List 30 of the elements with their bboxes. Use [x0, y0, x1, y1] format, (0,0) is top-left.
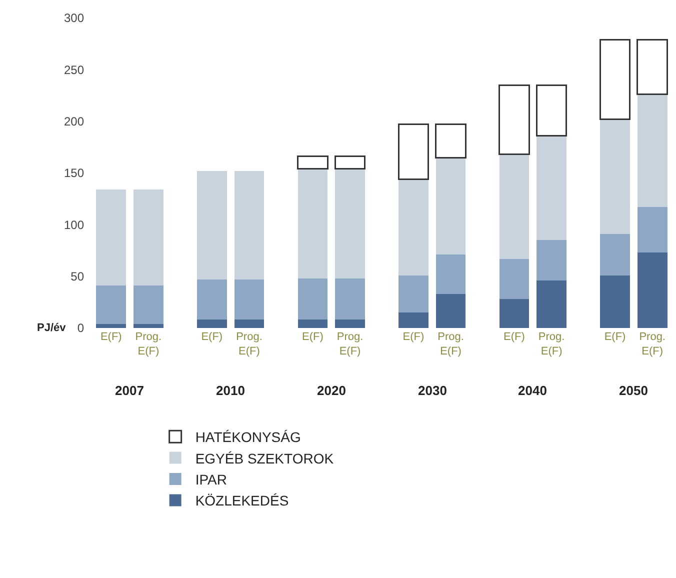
- y-tick-label: 100: [64, 218, 84, 232]
- x-tick-label: E(F): [201, 331, 223, 343]
- y-tick-label: 50: [70, 270, 84, 284]
- text: 2010: [216, 383, 245, 398]
- text: 2050: [619, 383, 648, 398]
- y-axis-title: PJ/év: [37, 322, 67, 334]
- legend-label: HATÉKONYSÁG: [195, 429, 301, 446]
- x-tick-label: E(F): [402, 331, 424, 343]
- text: 2030: [418, 383, 447, 398]
- y-tick-label: 300: [64, 11, 84, 26]
- x-tick-label: Prog. E(F): [438, 331, 464, 358]
- x-tick-label: Prog. E(F): [639, 331, 666, 358]
- legend-label: KÖZLEKEDÉS: [195, 492, 289, 509]
- y-tick-label: 0: [77, 321, 84, 336]
- y-tick-label: 150: [64, 166, 84, 180]
- legend-label: IPAR: [195, 471, 227, 488]
- x-tick-label: E(F): [302, 331, 324, 343]
- y-tick-label: 200: [64, 114, 84, 129]
- text: 2007: [115, 383, 144, 398]
- x-tick-label: Prog. E(F): [538, 331, 565, 358]
- text: 2020: [317, 383, 346, 398]
- x-tick-label: E(F): [504, 331, 525, 343]
- x-tick-label: Prog. E(F): [236, 331, 262, 358]
- x-tick-label: E(F): [604, 331, 626, 343]
- x-tick-label: Prog. E(F): [135, 331, 162, 358]
- x-tick-label: Prog. E(F): [336, 331, 364, 358]
- text: 2040: [518, 383, 547, 398]
- legend-label: EGYÉB SZEKTOROK: [195, 450, 334, 466]
- y-tick-label: 250: [64, 62, 84, 77]
- x-tick-label: E(F): [100, 331, 122, 343]
